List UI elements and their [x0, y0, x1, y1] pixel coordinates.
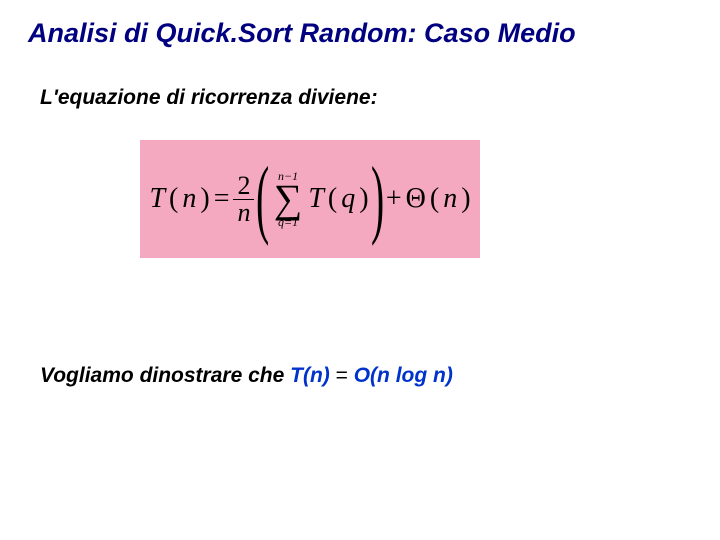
goal-eq: = — [330, 364, 354, 387]
goal-statement: Vogliamo dinostrare che T(n) = O(n log n… — [40, 364, 453, 388]
lhs-close: ) — [200, 183, 209, 215]
sigma-icon: ∑ — [274, 182, 303, 216]
lhs-T: T — [149, 183, 165, 215]
left-paren: ( — [257, 159, 270, 238]
goal-bigO: O(n log n) — [354, 364, 453, 387]
recurrence-formula: T(n) = 2 n ( n−1 ∑ q=1 T(q) ) + Θ(n) — [149, 159, 470, 238]
goal-prefix: Vogliamo dinostrare che — [40, 364, 290, 387]
theta-close: ) — [461, 183, 470, 215]
slide-title: Analisi di Quick.Sort Random: Caso Medio — [28, 18, 576, 49]
lhs-n: n — [182, 183, 196, 215]
formula-box: T(n) = 2 n ( n−1 ∑ q=1 T(q) ) + Θ(n) — [140, 140, 480, 258]
frac-num: 2 — [233, 173, 254, 200]
sum-lower: q=1 — [278, 216, 298, 228]
lhs-open: ( — [169, 183, 178, 215]
inner-q: q — [341, 183, 355, 215]
fraction-2-over-n: 2 n — [233, 173, 254, 226]
plus: + — [386, 183, 402, 215]
right-paren: ) — [371, 159, 384, 238]
frac-den: n — [233, 200, 254, 226]
inner-T: T — [308, 183, 324, 215]
inner-close: ) — [359, 183, 368, 215]
subtitle: L'equazione di ricorrenza diviene: — [40, 86, 378, 110]
theta-open: ( — [430, 183, 439, 215]
goal-tn: T(n) — [290, 364, 330, 387]
theta-n: n — [443, 183, 457, 215]
theta: Θ — [406, 183, 426, 215]
summation: n−1 ∑ q=1 — [274, 170, 303, 228]
equals: = — [214, 183, 230, 215]
inner-open: ( — [328, 183, 337, 215]
